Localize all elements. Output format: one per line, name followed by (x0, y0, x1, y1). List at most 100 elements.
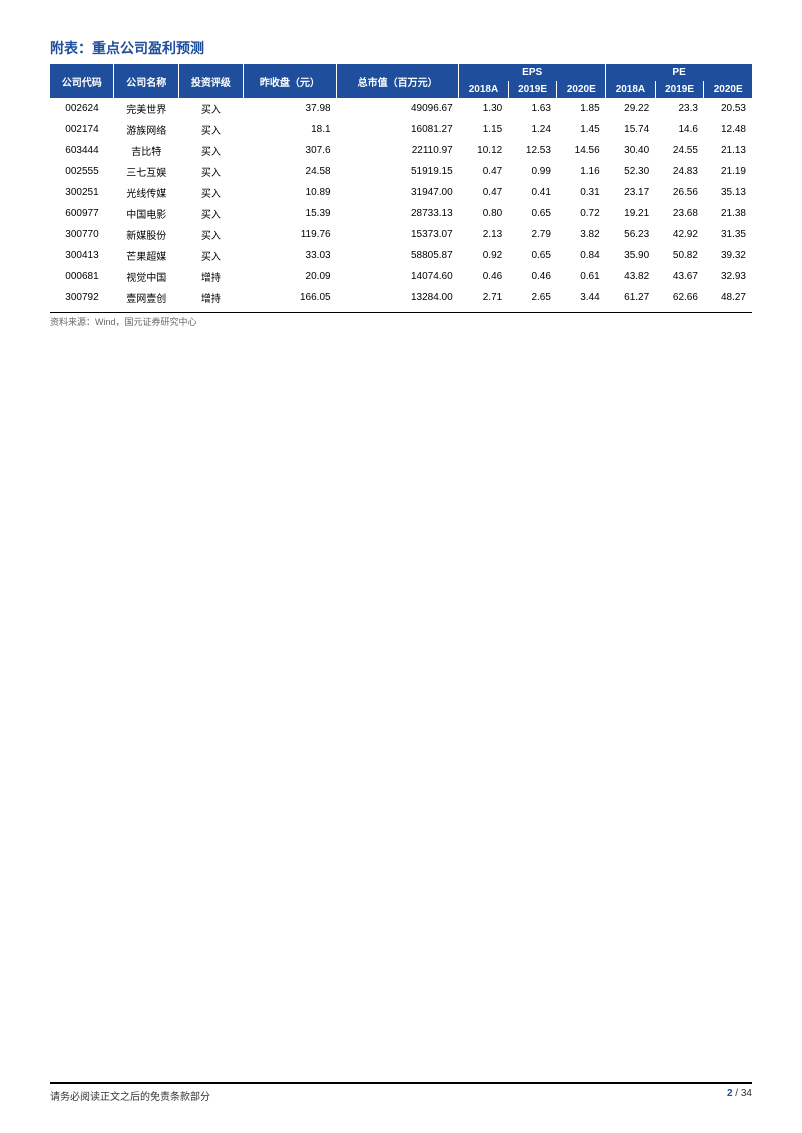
table-row: 603444吉比特买入307.622110.9710.1212.5314.563… (50, 140, 752, 161)
cell-close: 37.98 (243, 98, 336, 119)
cell-pe20: 48.27 (704, 287, 752, 308)
cell-pe20: 12.48 (704, 119, 752, 140)
cell-name: 三七互娱 (114, 161, 179, 182)
cell-code: 002624 (50, 98, 114, 119)
cell-pe18: 61.27 (606, 287, 656, 308)
col-eps-2018a: 2018A (459, 81, 509, 98)
cell-eps19: 0.65 (508, 203, 557, 224)
cell-eps18: 2.71 (459, 287, 509, 308)
cell-eps19: 0.65 (508, 245, 557, 266)
cell-mktcap: 31947.00 (337, 182, 459, 203)
col-name: 公司名称 (114, 64, 179, 98)
page-number: 2 / 34 (727, 1088, 752, 1103)
cell-rating: 买入 (179, 224, 244, 245)
cell-pe19: 42.92 (655, 224, 704, 245)
table-row: 002624完美世界买入37.9849096.671.301.631.8529.… (50, 98, 752, 119)
col-mktcap: 总市值（百万元） (337, 64, 459, 98)
cell-pe19: 43.67 (655, 266, 704, 287)
cell-pe19: 23.3 (655, 98, 704, 119)
cell-code: 300792 (50, 287, 114, 308)
cell-eps20: 1.85 (557, 98, 606, 119)
cell-pe18: 19.21 (606, 203, 656, 224)
disclaimer-text: 请务必阅读正文之后的免责条款部分 (50, 1088, 210, 1103)
cell-code: 300251 (50, 182, 114, 203)
table-row: 000681视觉中国增持20.0914074.600.460.460.6143.… (50, 266, 752, 287)
cell-pe18: 35.90 (606, 245, 656, 266)
cell-eps19: 0.46 (508, 266, 557, 287)
col-pe-2018a: 2018A (606, 81, 656, 98)
cell-eps18: 0.46 (459, 266, 509, 287)
cell-close: 33.03 (243, 245, 336, 266)
cell-eps19: 12.53 (508, 140, 557, 161)
cell-eps20: 0.31 (557, 182, 606, 203)
cell-eps20: 14.56 (557, 140, 606, 161)
cell-rating: 买入 (179, 98, 244, 119)
cell-eps19: 0.99 (508, 161, 557, 182)
cell-rating: 买入 (179, 182, 244, 203)
cell-eps18: 0.47 (459, 161, 509, 182)
cell-eps19: 1.24 (508, 119, 557, 140)
cell-close: 15.39 (243, 203, 336, 224)
cell-pe18: 43.82 (606, 266, 656, 287)
col-pe-2019e: 2019E (655, 81, 704, 98)
cell-name: 中国电影 (114, 203, 179, 224)
table-title: 附表：重点公司盈利预测 (50, 38, 752, 58)
cell-pe19: 23.68 (655, 203, 704, 224)
table-row: 300770新媒股份买入119.7615373.072.132.793.8256… (50, 224, 752, 245)
cell-close: 18.1 (243, 119, 336, 140)
col-eps-2019e: 2019E (508, 81, 557, 98)
cell-name: 壹网壹创 (114, 287, 179, 308)
cell-pe19: 24.83 (655, 161, 704, 182)
cell-code: 300413 (50, 245, 114, 266)
cell-eps20: 0.84 (557, 245, 606, 266)
cell-eps18: 0.92 (459, 245, 509, 266)
cell-pe18: 29.22 (606, 98, 656, 119)
table-row: 300251光线传媒买入10.8931947.000.470.410.3123.… (50, 182, 752, 203)
cell-name: 芒果超媒 (114, 245, 179, 266)
cell-eps18: 10.12 (459, 140, 509, 161)
col-close: 昨收盘（元） (243, 64, 336, 98)
cell-code: 002555 (50, 161, 114, 182)
cell-rating: 增持 (179, 287, 244, 308)
table-body: 002624完美世界买入37.9849096.671.301.631.8529.… (50, 98, 752, 308)
cell-eps19: 2.65 (508, 287, 557, 308)
cell-mktcap: 14074.60 (337, 266, 459, 287)
cell-close: 10.89 (243, 182, 336, 203)
cell-eps20: 3.44 (557, 287, 606, 308)
cell-mktcap: 13284.00 (337, 287, 459, 308)
cell-name: 完美世界 (114, 98, 179, 119)
cell-eps20: 1.16 (557, 161, 606, 182)
cell-pe18: 30.40 (606, 140, 656, 161)
cell-code: 300770 (50, 224, 114, 245)
cell-eps18: 2.13 (459, 224, 509, 245)
cell-mktcap: 15373.07 (337, 224, 459, 245)
total-pages: 34 (741, 1088, 752, 1099)
cell-pe19: 50.82 (655, 245, 704, 266)
col-eps-2020e: 2020E (557, 81, 606, 98)
col-rating: 投资评级 (179, 64, 244, 98)
cell-rating: 买入 (179, 140, 244, 161)
col-eps: EPS (459, 64, 606, 81)
cell-pe20: 21.38 (704, 203, 752, 224)
table-row: 600977中国电影买入15.3928733.130.800.650.7219.… (50, 203, 752, 224)
cell-close: 119.76 (243, 224, 336, 245)
col-code: 公司代码 (50, 64, 114, 98)
cell-eps19: 2.79 (508, 224, 557, 245)
cell-name: 吉比特 (114, 140, 179, 161)
cell-pe19: 62.66 (655, 287, 704, 308)
table-row: 002174游族网络买入18.116081.271.151.241.4515.7… (50, 119, 752, 140)
cell-eps18: 1.15 (459, 119, 509, 140)
page-sep: / (733, 1088, 741, 1099)
cell-pe19: 24.55 (655, 140, 704, 161)
cell-pe20: 31.35 (704, 224, 752, 245)
cell-mktcap: 22110.97 (337, 140, 459, 161)
cell-name: 新媒股份 (114, 224, 179, 245)
cell-rating: 增持 (179, 266, 244, 287)
cell-eps20: 0.61 (557, 266, 606, 287)
cell-rating: 买入 (179, 245, 244, 266)
cell-close: 20.09 (243, 266, 336, 287)
cell-name: 游族网络 (114, 119, 179, 140)
table-row: 300792壹网壹创增持166.0513284.002.712.653.4461… (50, 287, 752, 308)
cell-pe20: 21.13 (704, 140, 752, 161)
cell-code: 002174 (50, 119, 114, 140)
